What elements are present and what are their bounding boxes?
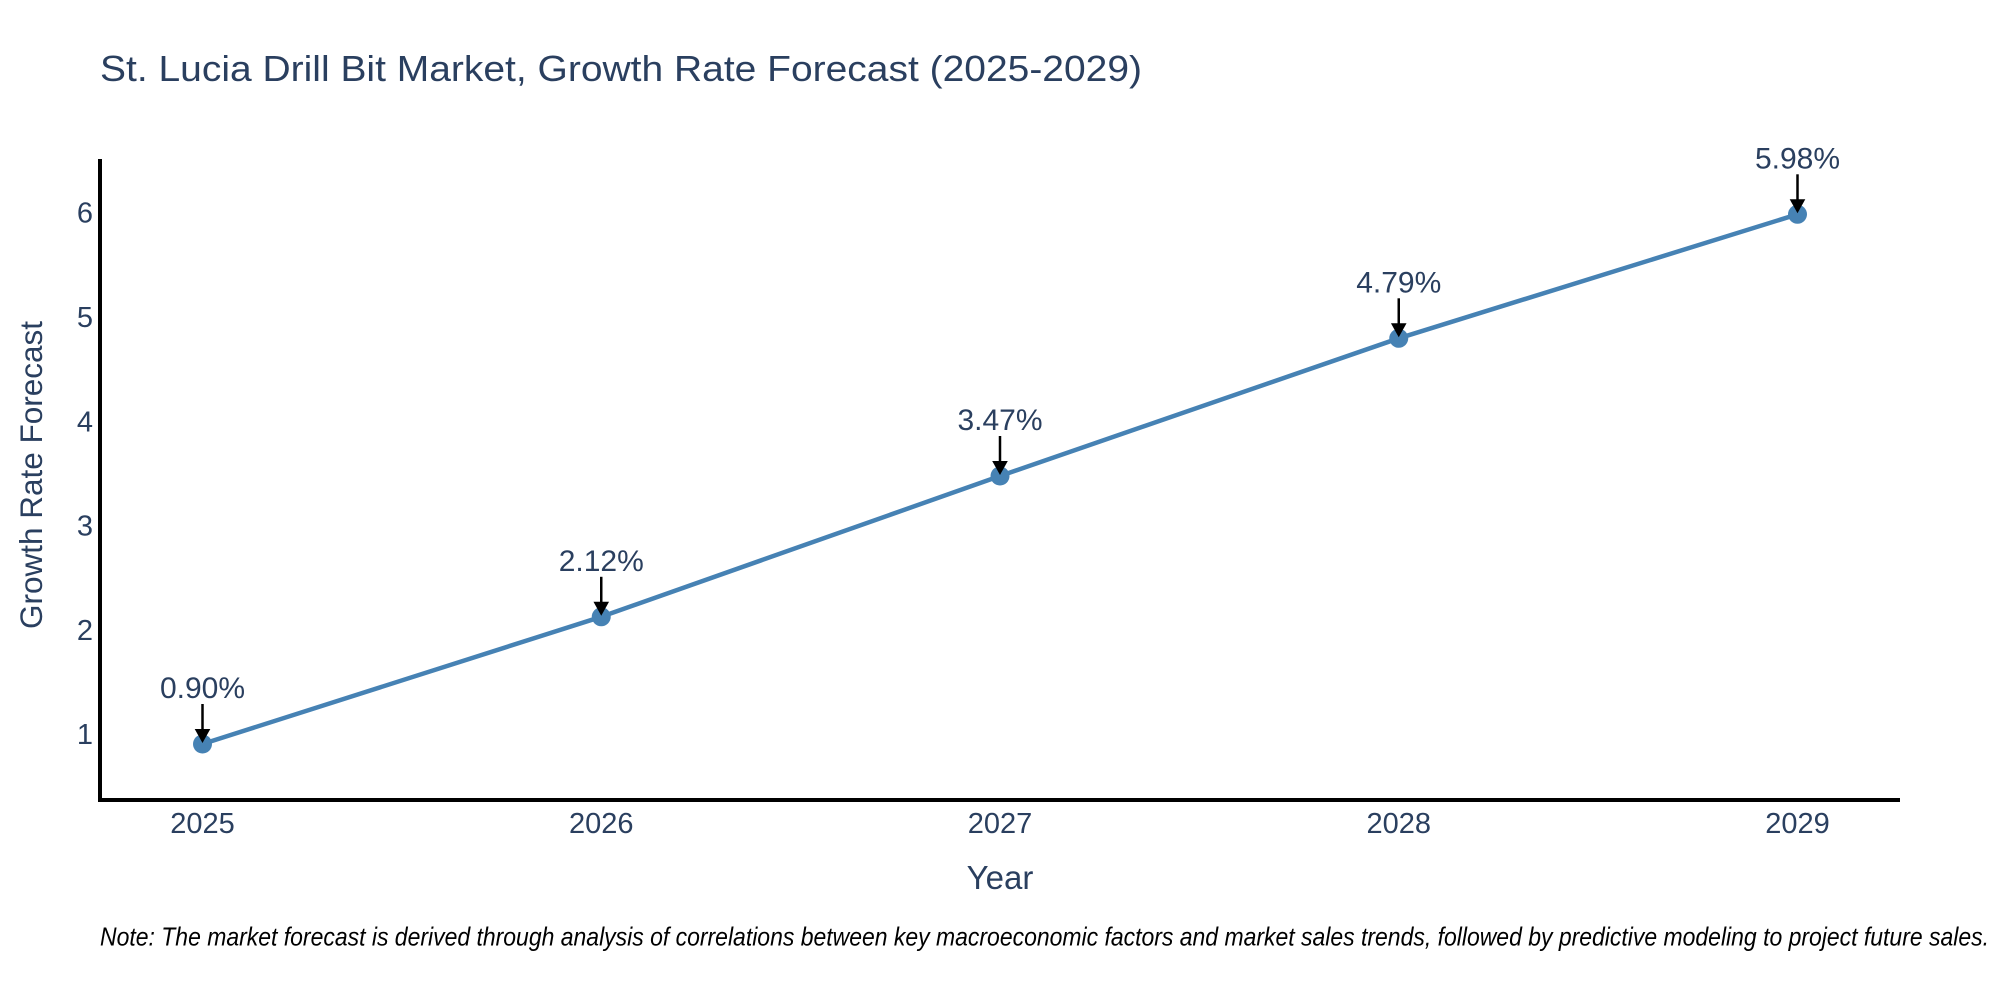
svg-text:0.90%: 0.90% (160, 672, 245, 705)
svg-text:2025: 2025 (170, 808, 235, 840)
svg-text:3: 3 (77, 511, 93, 543)
svg-text:5: 5 (77, 302, 93, 334)
svg-text:2026: 2026 (569, 808, 634, 840)
svg-text:2.12%: 2.12% (559, 545, 644, 578)
svg-text:2028: 2028 (1366, 808, 1431, 840)
svg-text:4: 4 (77, 406, 93, 438)
svg-text:St. Lucia Drill Bit Market, Gr: St. Lucia Drill Bit Market, Growth Rate … (100, 48, 1142, 89)
svg-text:Year: Year (967, 859, 1034, 896)
svg-text:2029: 2029 (1765, 808, 1830, 840)
svg-text:4.79%: 4.79% (1356, 266, 1441, 299)
svg-text:2027: 2027 (968, 808, 1033, 840)
svg-text:5.98%: 5.98% (1755, 142, 1840, 175)
svg-text:1: 1 (77, 719, 93, 751)
svg-text:2: 2 (77, 615, 93, 647)
svg-text:Note: The market forecast is d: Note: The market forecast is derived thr… (100, 922, 1989, 952)
svg-text:3.47%: 3.47% (957, 404, 1042, 437)
svg-text:Growth Rate Forecast: Growth Rate Forecast (13, 321, 49, 629)
svg-text:6: 6 (77, 198, 93, 230)
